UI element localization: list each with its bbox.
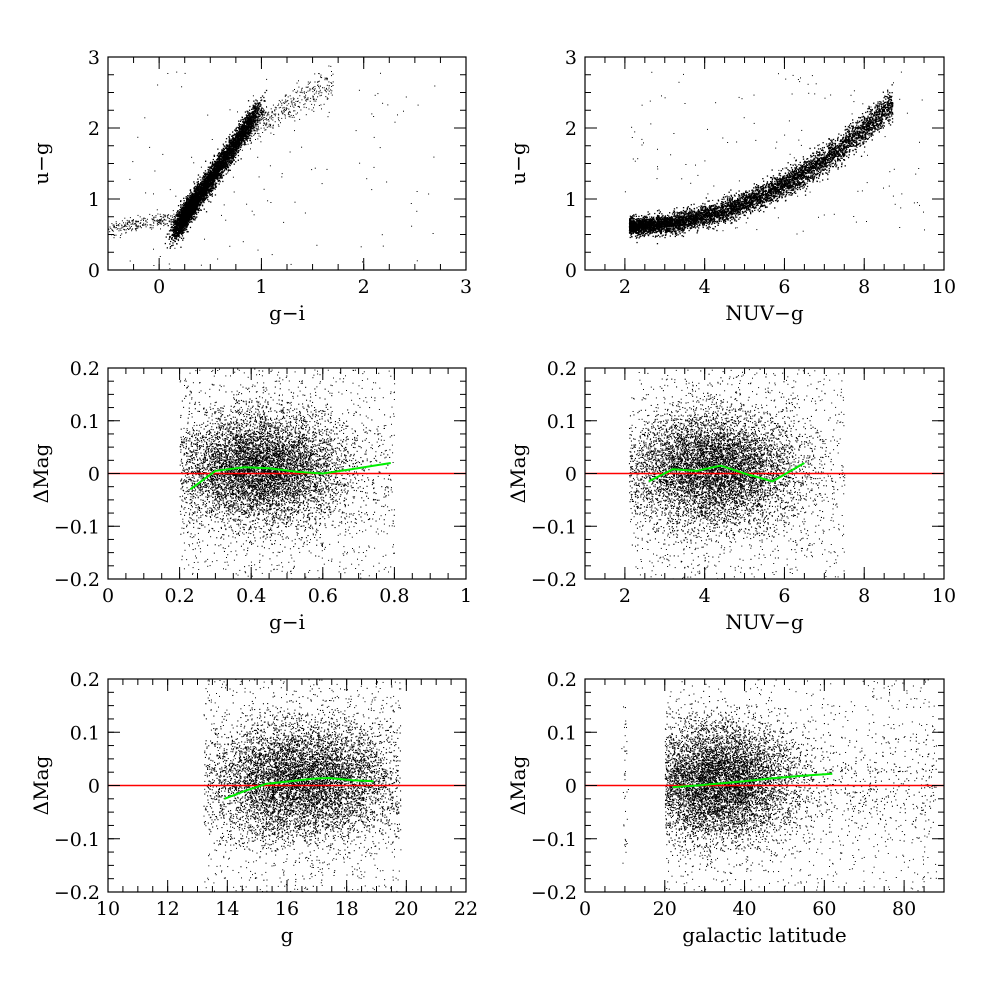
y-tick-label: 0.2: [547, 669, 577, 691]
panel-ug-vs-gi: 0 1 2 3 0 1 2 3 g−i u−g: [29, 47, 472, 325]
y-tick-label: 1: [88, 189, 100, 211]
y-tick-label: −0.1: [531, 829, 577, 851]
x-tick-label: 0.4: [236, 585, 266, 607]
x-tick-label: 60: [812, 898, 836, 920]
running-median-line: [648, 462, 805, 483]
y-tick-label: −0.1: [54, 829, 100, 851]
x-tick-label: 6: [778, 276, 790, 298]
x-axis-label: g: [281, 923, 294, 947]
x-tick-label: 1: [255, 276, 267, 298]
x-tick-label: 22: [454, 898, 478, 920]
y-axis-label: ΔMag: [506, 443, 530, 503]
y-axis-label: u−g: [29, 142, 53, 185]
x-tick-label: 2: [619, 276, 631, 298]
x-tick-label: 20: [394, 898, 418, 920]
y-tick-label: 3: [88, 47, 100, 69]
x-tick-label: 10: [96, 898, 120, 920]
x-axis-label: galactic latitude: [682, 923, 847, 947]
y-tick-label: 0.1: [70, 722, 100, 744]
y-tick-label: −0.2: [531, 569, 577, 591]
y-tick-label: −0.1: [54, 516, 100, 538]
y-tick-label: 0.1: [70, 411, 100, 433]
x-tick-label: 2: [619, 585, 631, 607]
x-tick-label: 2: [358, 276, 370, 298]
y-tick-label: −0.1: [531, 516, 577, 538]
y-axis-label: ΔMag: [29, 755, 53, 815]
x-tick-label: 14: [215, 898, 239, 920]
y-tick-label: 0: [88, 464, 100, 486]
y-tick-label: 0: [88, 260, 100, 282]
x-tick-label: 10: [932, 276, 956, 298]
panel-dmag-vs-g: 10 12 14 16 18 20 22 −0.2 −0.1 0 0.1 0.2 g ΔMag: [29, 669, 478, 947]
plot-area: [585, 368, 944, 579]
plot-area: [108, 65, 436, 270]
x-tick-label: 0.8: [379, 585, 409, 607]
data-points: [179, 368, 396, 579]
y-tick-label: 0: [565, 464, 577, 486]
axes-frame: [107, 56, 467, 271]
y-tick-label: 0.2: [547, 358, 577, 380]
x-tick-label: 10: [932, 585, 956, 607]
y-tick-label: −0.2: [54, 569, 100, 591]
x-tick-label: 4: [699, 585, 711, 607]
x-axis-label: NUV−g: [725, 610, 804, 634]
x-tick-label: 1: [460, 585, 472, 607]
data-points: [621, 679, 937, 892]
data-points: [108, 65, 436, 270]
x-tick-label: 20: [653, 898, 677, 920]
plot-area: [108, 679, 466, 892]
panel-ug-vs-nuvg: 2 4 6 8 10 0 1 2 3 NUV−g u−g: [506, 47, 956, 325]
running-median-line: [189, 462, 391, 491]
x-axis-label: g−i: [269, 301, 305, 325]
data-points: [628, 368, 846, 579]
y-axis-label: ΔMag: [29, 443, 53, 503]
y-tick-label: 2: [88, 118, 100, 140]
x-axis-label: g−i: [269, 610, 305, 634]
x-tick-label: 0: [102, 585, 114, 607]
x-tick-label: 0.2: [164, 585, 194, 607]
x-tick-label: 0: [153, 276, 165, 298]
x-tick-label: 12: [156, 898, 180, 920]
x-tick-label: 8: [858, 276, 870, 298]
y-tick-label: 0.2: [70, 669, 100, 691]
y-tick-label: 3: [565, 47, 577, 69]
x-tick-label: 0.6: [308, 585, 338, 607]
x-tick-label: 6: [778, 585, 790, 607]
x-axis-label: NUV−g: [725, 301, 804, 325]
y-axis-label: ΔMag: [506, 755, 530, 815]
running-median-line: [224, 776, 374, 800]
y-tick-label: 0.1: [547, 722, 577, 744]
panel-dmag-vs-nuvg: 2 4 6 8 10 −0.2 −0.1 0 0.1 0.2 NUV−g ΔMag: [506, 358, 956, 634]
y-tick-label: −0.2: [531, 882, 577, 904]
x-tick-label: 16: [275, 898, 299, 920]
y-axis-label: u−g: [506, 142, 530, 185]
y-tick-label: 0: [565, 776, 577, 798]
plot-area: [108, 368, 466, 579]
y-tick-label: 0: [565, 260, 577, 282]
x-tick-label: 8: [858, 585, 870, 607]
x-tick-label: 0: [579, 898, 591, 920]
data-points: [624, 71, 925, 245]
y-tick-label: 0: [88, 776, 100, 798]
x-tick-label: 40: [732, 898, 756, 920]
panel-dmag-vs-gi: 0 0.2 0.4 0.6 0.8 1 −0.2 −0.1 0 0.1 0.2 g−i ΔMag: [29, 358, 472, 634]
x-tick-label: 4: [699, 276, 711, 298]
x-tick-label: 3: [460, 276, 472, 298]
y-tick-label: 0.1: [547, 411, 577, 433]
y-tick-label: −0.2: [54, 882, 100, 904]
x-tick-label: 18: [335, 898, 359, 920]
running-median-line: [672, 772, 833, 789]
plot-area: [585, 679, 944, 892]
panel-dmag-vs-galactic-latitude: 0 20 40 60 80 −0.2 −0.1 0 0.1 0.2 galactic latitud…: [506, 669, 945, 947]
plot-area: [624, 71, 925, 245]
y-tick-label: 2: [565, 118, 577, 140]
x-tick-label: 80: [892, 898, 916, 920]
y-tick-label: 0.2: [70, 358, 100, 380]
y-tick-label: 1: [565, 189, 577, 211]
